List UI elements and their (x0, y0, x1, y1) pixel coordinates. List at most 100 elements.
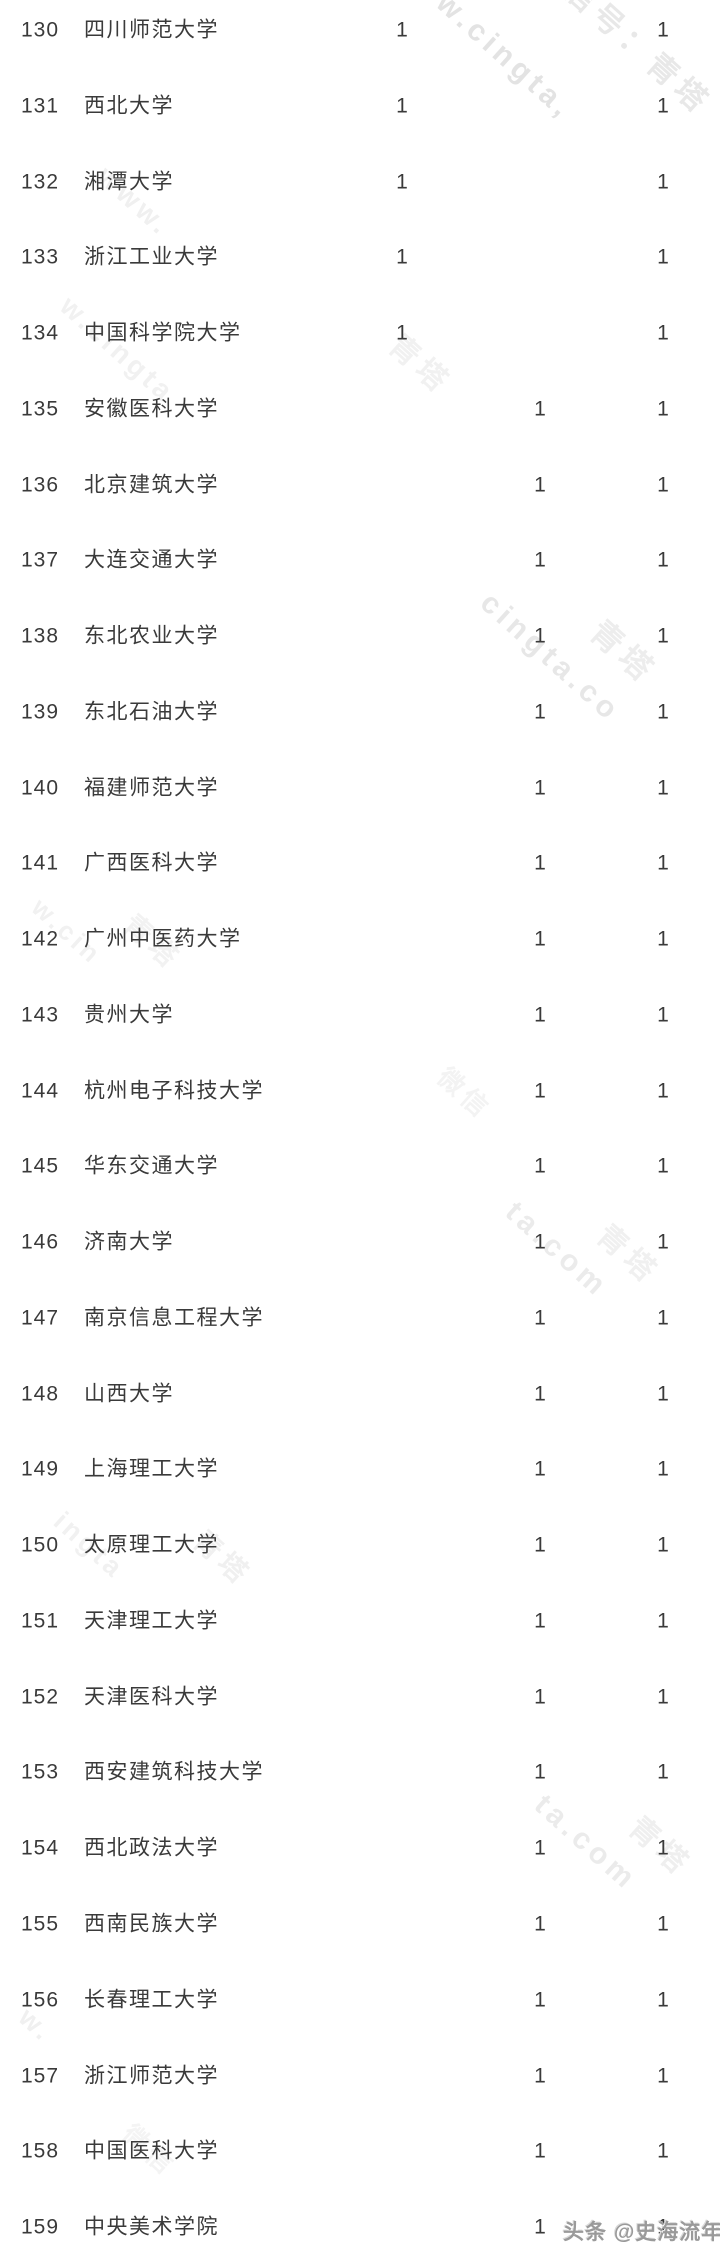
university-name: 贵州大学 (84, 1003, 174, 1027)
university-name: 东北农业大学 (84, 624, 219, 648)
university-name: 太原理工大学 (84, 1533, 219, 1557)
value-cell-3: 1 (657, 18, 669, 42)
table-row: 139 东北石油大学 1 1 (0, 674, 720, 750)
university-name: 西北政法大学 (84, 1836, 219, 1860)
value-cell-2: 1 (534, 473, 546, 496)
table-row: 133 浙江工业大学 1 1 (0, 219, 720, 295)
value-cell-3: 1 (657, 245, 669, 269)
table-row: 152 天津医科大学 1 1 (0, 1659, 720, 1735)
rank-cell: 147 (21, 1306, 60, 1330)
value-cell-3: 1 (657, 927, 669, 951)
university-name: 中国医科大学 (84, 2139, 219, 2163)
value-cell-3: 1 (657, 1154, 669, 1178)
table-row: 155 西南民族大学 1 1 (0, 1886, 720, 1962)
rank-cell: 130 (21, 18, 60, 42)
rank-cell: 154 (21, 1836, 60, 1860)
table-row: 136 北京建筑大学 1 1 (0, 447, 720, 523)
university-name: 西南民族大学 (84, 1912, 219, 1936)
value-cell-3: 1 (657, 776, 669, 800)
table-row: 130 四川师范大学 1 1 (0, 0, 720, 68)
value-cell-1: 1 (396, 321, 408, 345)
rank-cell: 136 (21, 473, 60, 496)
value-cell-3: 1 (657, 473, 669, 496)
value-cell-3: 1 (657, 1912, 669, 1936)
rank-cell: 150 (21, 1533, 60, 1557)
table-row: 153 西安建筑科技大学 1 1 (0, 1734, 720, 1810)
table-row: 156 长春理工大学 1 1 (0, 1962, 720, 2038)
value-cell-3: 1 (657, 1230, 669, 1254)
rank-cell: 135 (21, 397, 60, 421)
value-cell-3: 1 (657, 1760, 669, 1784)
university-name: 大连交通大学 (84, 548, 219, 572)
value-cell-2: 1 (534, 1533, 546, 1557)
rank-cell: 144 (21, 1079, 60, 1103)
rank-cell: 138 (21, 624, 60, 648)
value-cell-3: 1 (657, 169, 669, 193)
value-cell-2: 1 (534, 548, 546, 572)
university-name: 长春理工大学 (84, 1988, 219, 2012)
value-cell-3: 1 (657, 1609, 669, 1633)
rank-cell: 153 (21, 1760, 60, 1784)
value-cell-2: 1 (534, 2215, 546, 2239)
rank-cell: 140 (21, 776, 60, 800)
table-row: 138 东北农业大学 1 1 (0, 598, 720, 674)
rank-cell: 148 (21, 1382, 60, 1406)
university-name: 山西大学 (84, 1382, 174, 1406)
value-cell-3: 1 (657, 2063, 669, 2087)
table-row: 148 山西大学 1 1 (0, 1356, 720, 1432)
university-name: 东北石油大学 (84, 700, 219, 724)
value-cell-2: 1 (534, 2063, 546, 2087)
university-name: 天津理工大学 (84, 1609, 219, 1633)
table-row: 159 中央美术学院 1 1 (0, 2189, 720, 2257)
university-name: 广西医科大学 (84, 851, 219, 875)
value-cell-3: 1 (657, 1306, 669, 1330)
university-name: 上海理工大学 (84, 1457, 219, 1481)
university-name: 浙江工业大学 (84, 245, 219, 269)
value-cell-2: 1 (534, 2139, 546, 2163)
value-cell-3: 1 (657, 548, 669, 572)
university-name: 西北大学 (84, 94, 174, 118)
rank-cell: 155 (21, 1912, 60, 1936)
university-name: 安徽医科大学 (84, 397, 219, 421)
rank-cell: 137 (21, 548, 60, 572)
value-cell-3: 1 (657, 1382, 669, 1406)
table-row: 157 浙江师范大学 1 1 (0, 2038, 720, 2114)
university-name: 济南大学 (84, 1230, 174, 1254)
value-cell-3: 1 (657, 1836, 669, 1860)
value-cell-3: 1 (657, 1533, 669, 1557)
table-row: 132 湘潭大学 1 1 (0, 144, 720, 220)
university-name: 天津医科大学 (84, 1685, 219, 1709)
value-cell-2: 1 (534, 1230, 546, 1254)
value-cell-3: 1 (657, 1988, 669, 2012)
table-row: 134 中国科学院大学 1 1 (0, 295, 720, 371)
table-row: 140 福建师范大学 1 1 (0, 750, 720, 826)
university-name: 福建师范大学 (84, 776, 219, 800)
university-name: 杭州电子科技大学 (84, 1079, 264, 1103)
university-name: 北京建筑大学 (84, 473, 219, 496)
rank-cell: 132 (21, 169, 60, 193)
rank-cell: 143 (21, 1003, 60, 1027)
table-row: 150 太原理工大学 1 1 (0, 1507, 720, 1583)
value-cell-1: 1 (396, 94, 408, 118)
table-row: 154 西北政法大学 1 1 (0, 1810, 720, 1886)
value-cell-2: 1 (534, 1382, 546, 1406)
rank-cell: 157 (21, 2063, 60, 2087)
value-cell-2: 1 (534, 1685, 546, 1709)
value-cell-3: 1 (657, 1685, 669, 1709)
value-cell-3: 1 (657, 700, 669, 724)
value-cell-2: 1 (534, 851, 546, 875)
university-name: 四川师范大学 (84, 18, 219, 42)
value-cell-2: 1 (534, 397, 546, 421)
value-cell-3: 1 (657, 397, 669, 421)
rank-cell: 133 (21, 245, 60, 269)
table-row: 146 济南大学 1 1 (0, 1204, 720, 1280)
value-cell-3: 1 (657, 1079, 669, 1103)
table-row: 151 天津理工大学 1 1 (0, 1583, 720, 1659)
value-cell-2: 1 (534, 1836, 546, 1860)
value-cell-3: 1 (657, 94, 669, 118)
value-cell-2: 1 (534, 1760, 546, 1784)
university-name: 南京信息工程大学 (84, 1306, 264, 1330)
value-cell-2: 1 (534, 1079, 546, 1103)
value-cell-2: 1 (534, 1912, 546, 1936)
